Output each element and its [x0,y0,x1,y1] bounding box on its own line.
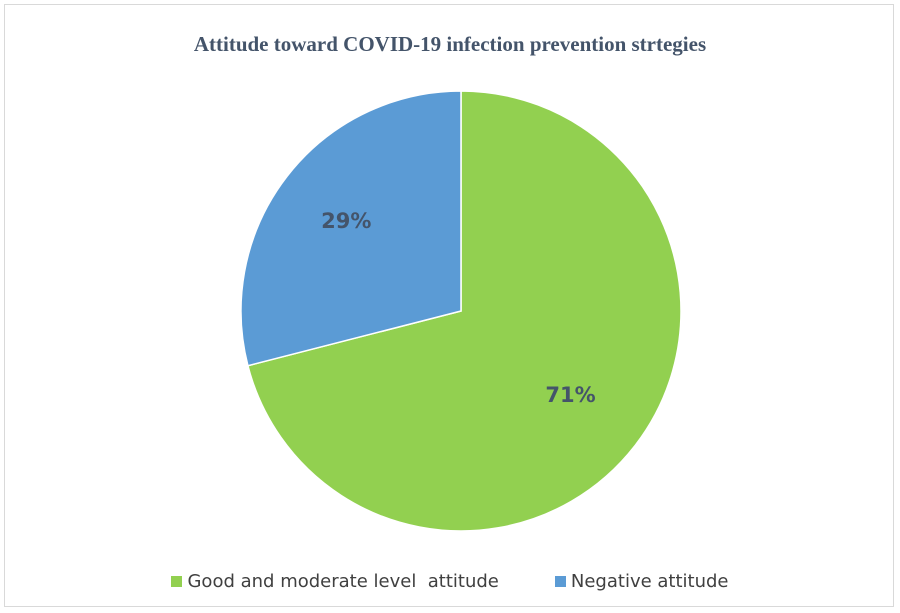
legend-swatch-good-moderate [171,575,183,587]
pie-slice-negative [240,90,462,367]
legend-item-good-moderate: Good and moderate level attitude [171,570,499,592]
legend-swatch-negative [554,575,566,587]
pie-slice-good-moderate [246,90,682,532]
legend-label-good-moderate: Good and moderate level attitude [187,570,499,592]
data-label-good-moderate: 71% [545,383,595,407]
legend-label-negative: Negative attitude [570,570,729,592]
chart-title: Attitude toward COVID-19 infection preve… [193,32,707,56]
legend: Good and moderate level attitude Negativ… [0,569,900,593]
legend-item-negative: Negative attitude [554,570,729,592]
data-label-negative: 29% [321,209,371,233]
